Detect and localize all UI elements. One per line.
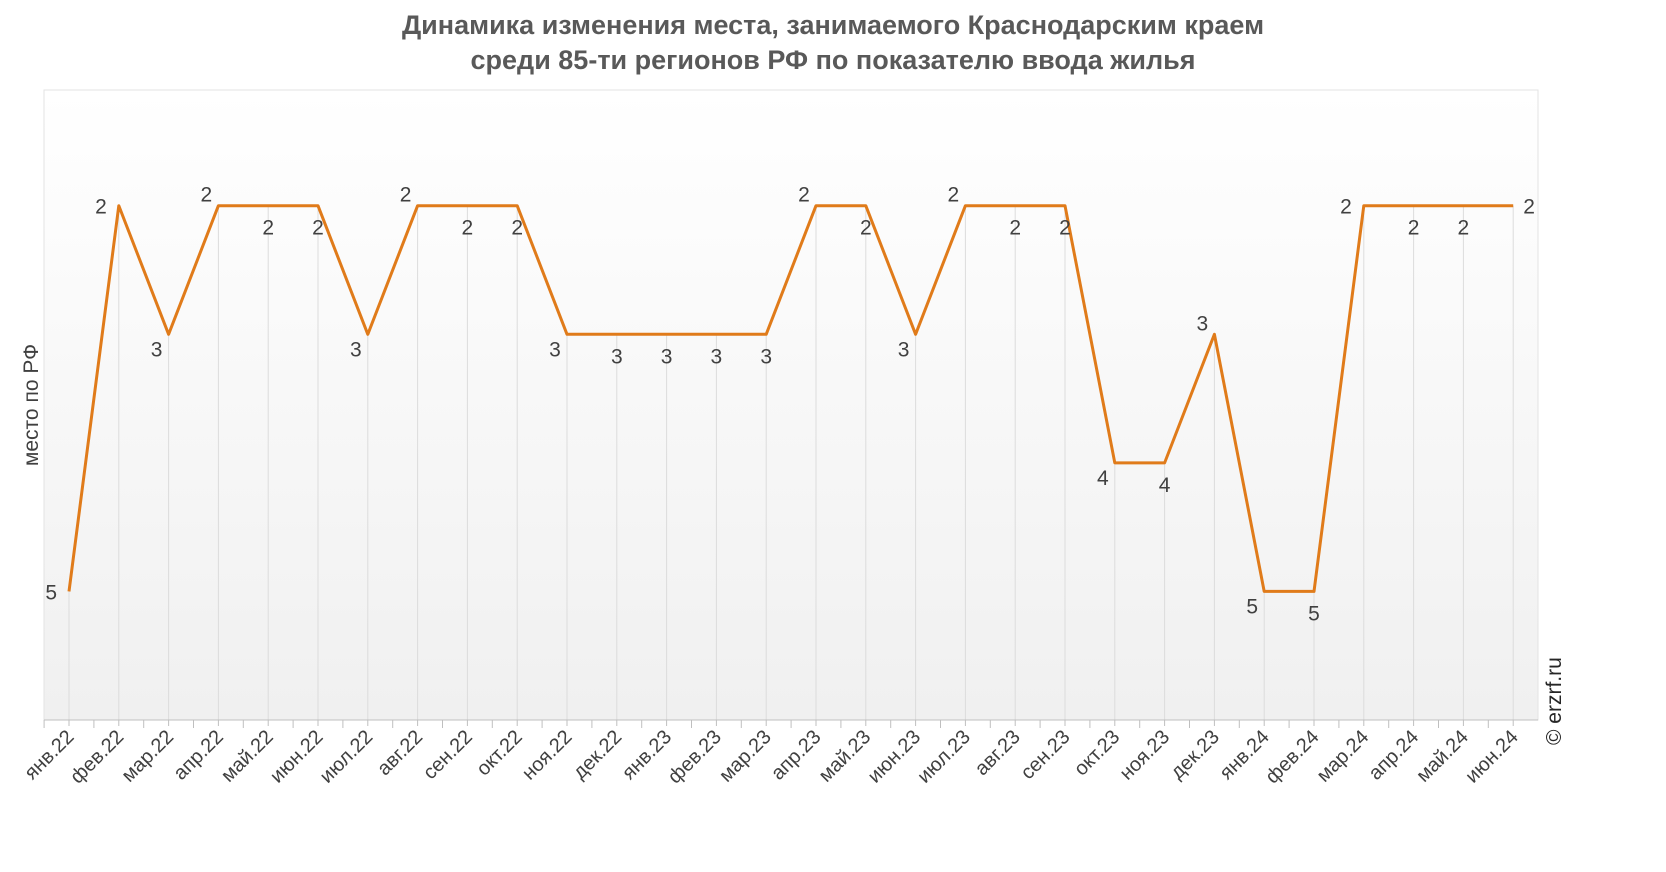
plot-area bbox=[43, 89, 1539, 721]
data-label: 2 bbox=[312, 217, 324, 240]
x-tick-label: авг.23 bbox=[971, 726, 1025, 780]
data-label: 2 bbox=[1009, 217, 1021, 240]
data-label: 2 bbox=[948, 184, 960, 207]
x-tick-label: ноя.22 bbox=[518, 726, 577, 785]
series-line bbox=[67, 204, 1514, 593]
data-label: 2 bbox=[511, 217, 523, 240]
x-tick-label: фев.24 bbox=[1261, 726, 1323, 788]
x-tick-label: фев.23 bbox=[664, 726, 726, 788]
data-label: 3 bbox=[1197, 312, 1209, 335]
data-label: 2 bbox=[1523, 196, 1535, 219]
x-tick-label: мар.23 bbox=[715, 726, 776, 787]
x-tick-label: май.23 bbox=[815, 726, 876, 787]
x-tick-label: сен.22 bbox=[419, 726, 477, 784]
x-tick-label: июл.22 bbox=[316, 726, 378, 788]
data-label: 3 bbox=[661, 345, 673, 368]
x-tick-label: апр.22 bbox=[169, 726, 228, 785]
x-tick-label: мар.22 bbox=[117, 726, 178, 787]
x-tick-label: июн.24 bbox=[1461, 726, 1523, 788]
data-label: 3 bbox=[760, 345, 772, 368]
data-label: 2 bbox=[262, 217, 274, 240]
x-axis-ticks: янв.22фев.22мар.22апр.22май.22июн.22июл.… bbox=[20, 720, 1523, 788]
x-tick-label: ноя.23 bbox=[1116, 726, 1175, 785]
chart-title: Динамика изменения места, занимаемого Кр… bbox=[0, 8, 1666, 78]
x-tick-label: окт.23 bbox=[1070, 726, 1124, 780]
data-label: 3 bbox=[711, 345, 723, 368]
data-label: 2 bbox=[462, 217, 474, 240]
x-tick-label: июл.23 bbox=[913, 726, 975, 788]
x-tick-label: дек.23 bbox=[1166, 726, 1224, 784]
x-tick-label: фев.22 bbox=[66, 726, 128, 788]
data-labels: 5 2 3 2 2 2 3 2 2 2 3 3 3 3 3 2 2 3 2 2 2 4 4 3 5 5 2 2 2 2 bbox=[45, 184, 1535, 626]
data-label: 2 bbox=[1408, 217, 1420, 240]
data-label: 3 bbox=[611, 345, 623, 368]
x-tick-label: окт.22 bbox=[472, 726, 526, 780]
x-tick-label: мар.24 bbox=[1313, 726, 1374, 787]
x-tick-label: июн.22 bbox=[266, 726, 328, 788]
watermark: © erzrf.ru bbox=[1543, 657, 1566, 745]
data-label: 2 bbox=[860, 217, 872, 240]
data-label: 3 bbox=[350, 338, 362, 361]
data-label: 5 bbox=[45, 581, 57, 604]
x-tick-label: июн.23 bbox=[864, 726, 926, 788]
data-label: 2 bbox=[1059, 217, 1071, 240]
x-tick-label: апр.23 bbox=[767, 726, 826, 785]
data-label: 2 bbox=[798, 184, 810, 207]
data-label: 5 bbox=[1308, 602, 1320, 625]
data-label: 4 bbox=[1097, 467, 1109, 490]
x-tick-label: май.22 bbox=[217, 726, 278, 787]
chart-title-line2: среди 85-ти регионов РФ по показателю вв… bbox=[470, 45, 1196, 75]
x-tick-label: май.24 bbox=[1412, 726, 1473, 787]
x-tick-label: авг.22 bbox=[373, 726, 427, 780]
x-tick-label: дек.22 bbox=[569, 726, 627, 784]
data-label: 5 bbox=[1246, 595, 1258, 618]
data-label: 2 bbox=[400, 184, 412, 207]
chart-title-line1: Динамика изменения места, занимаемого Кр… bbox=[401, 10, 1265, 40]
data-label: 4 bbox=[1159, 474, 1171, 497]
data-label: 3 bbox=[549, 338, 561, 361]
y-axis-label: место по РФ bbox=[20, 344, 43, 466]
data-label: 2 bbox=[95, 196, 107, 219]
data-label: 2 bbox=[201, 184, 213, 207]
data-label: 3 bbox=[151, 338, 163, 361]
data-label: 2 bbox=[1340, 196, 1352, 219]
data-label: 3 bbox=[898, 338, 910, 361]
grid-lines bbox=[68, 205, 1514, 720]
data-label: 2 bbox=[1458, 217, 1470, 240]
x-tick-label: апр.24 bbox=[1365, 726, 1424, 785]
series-group bbox=[67, 204, 1514, 593]
x-tick-label: сен.23 bbox=[1017, 726, 1075, 784]
